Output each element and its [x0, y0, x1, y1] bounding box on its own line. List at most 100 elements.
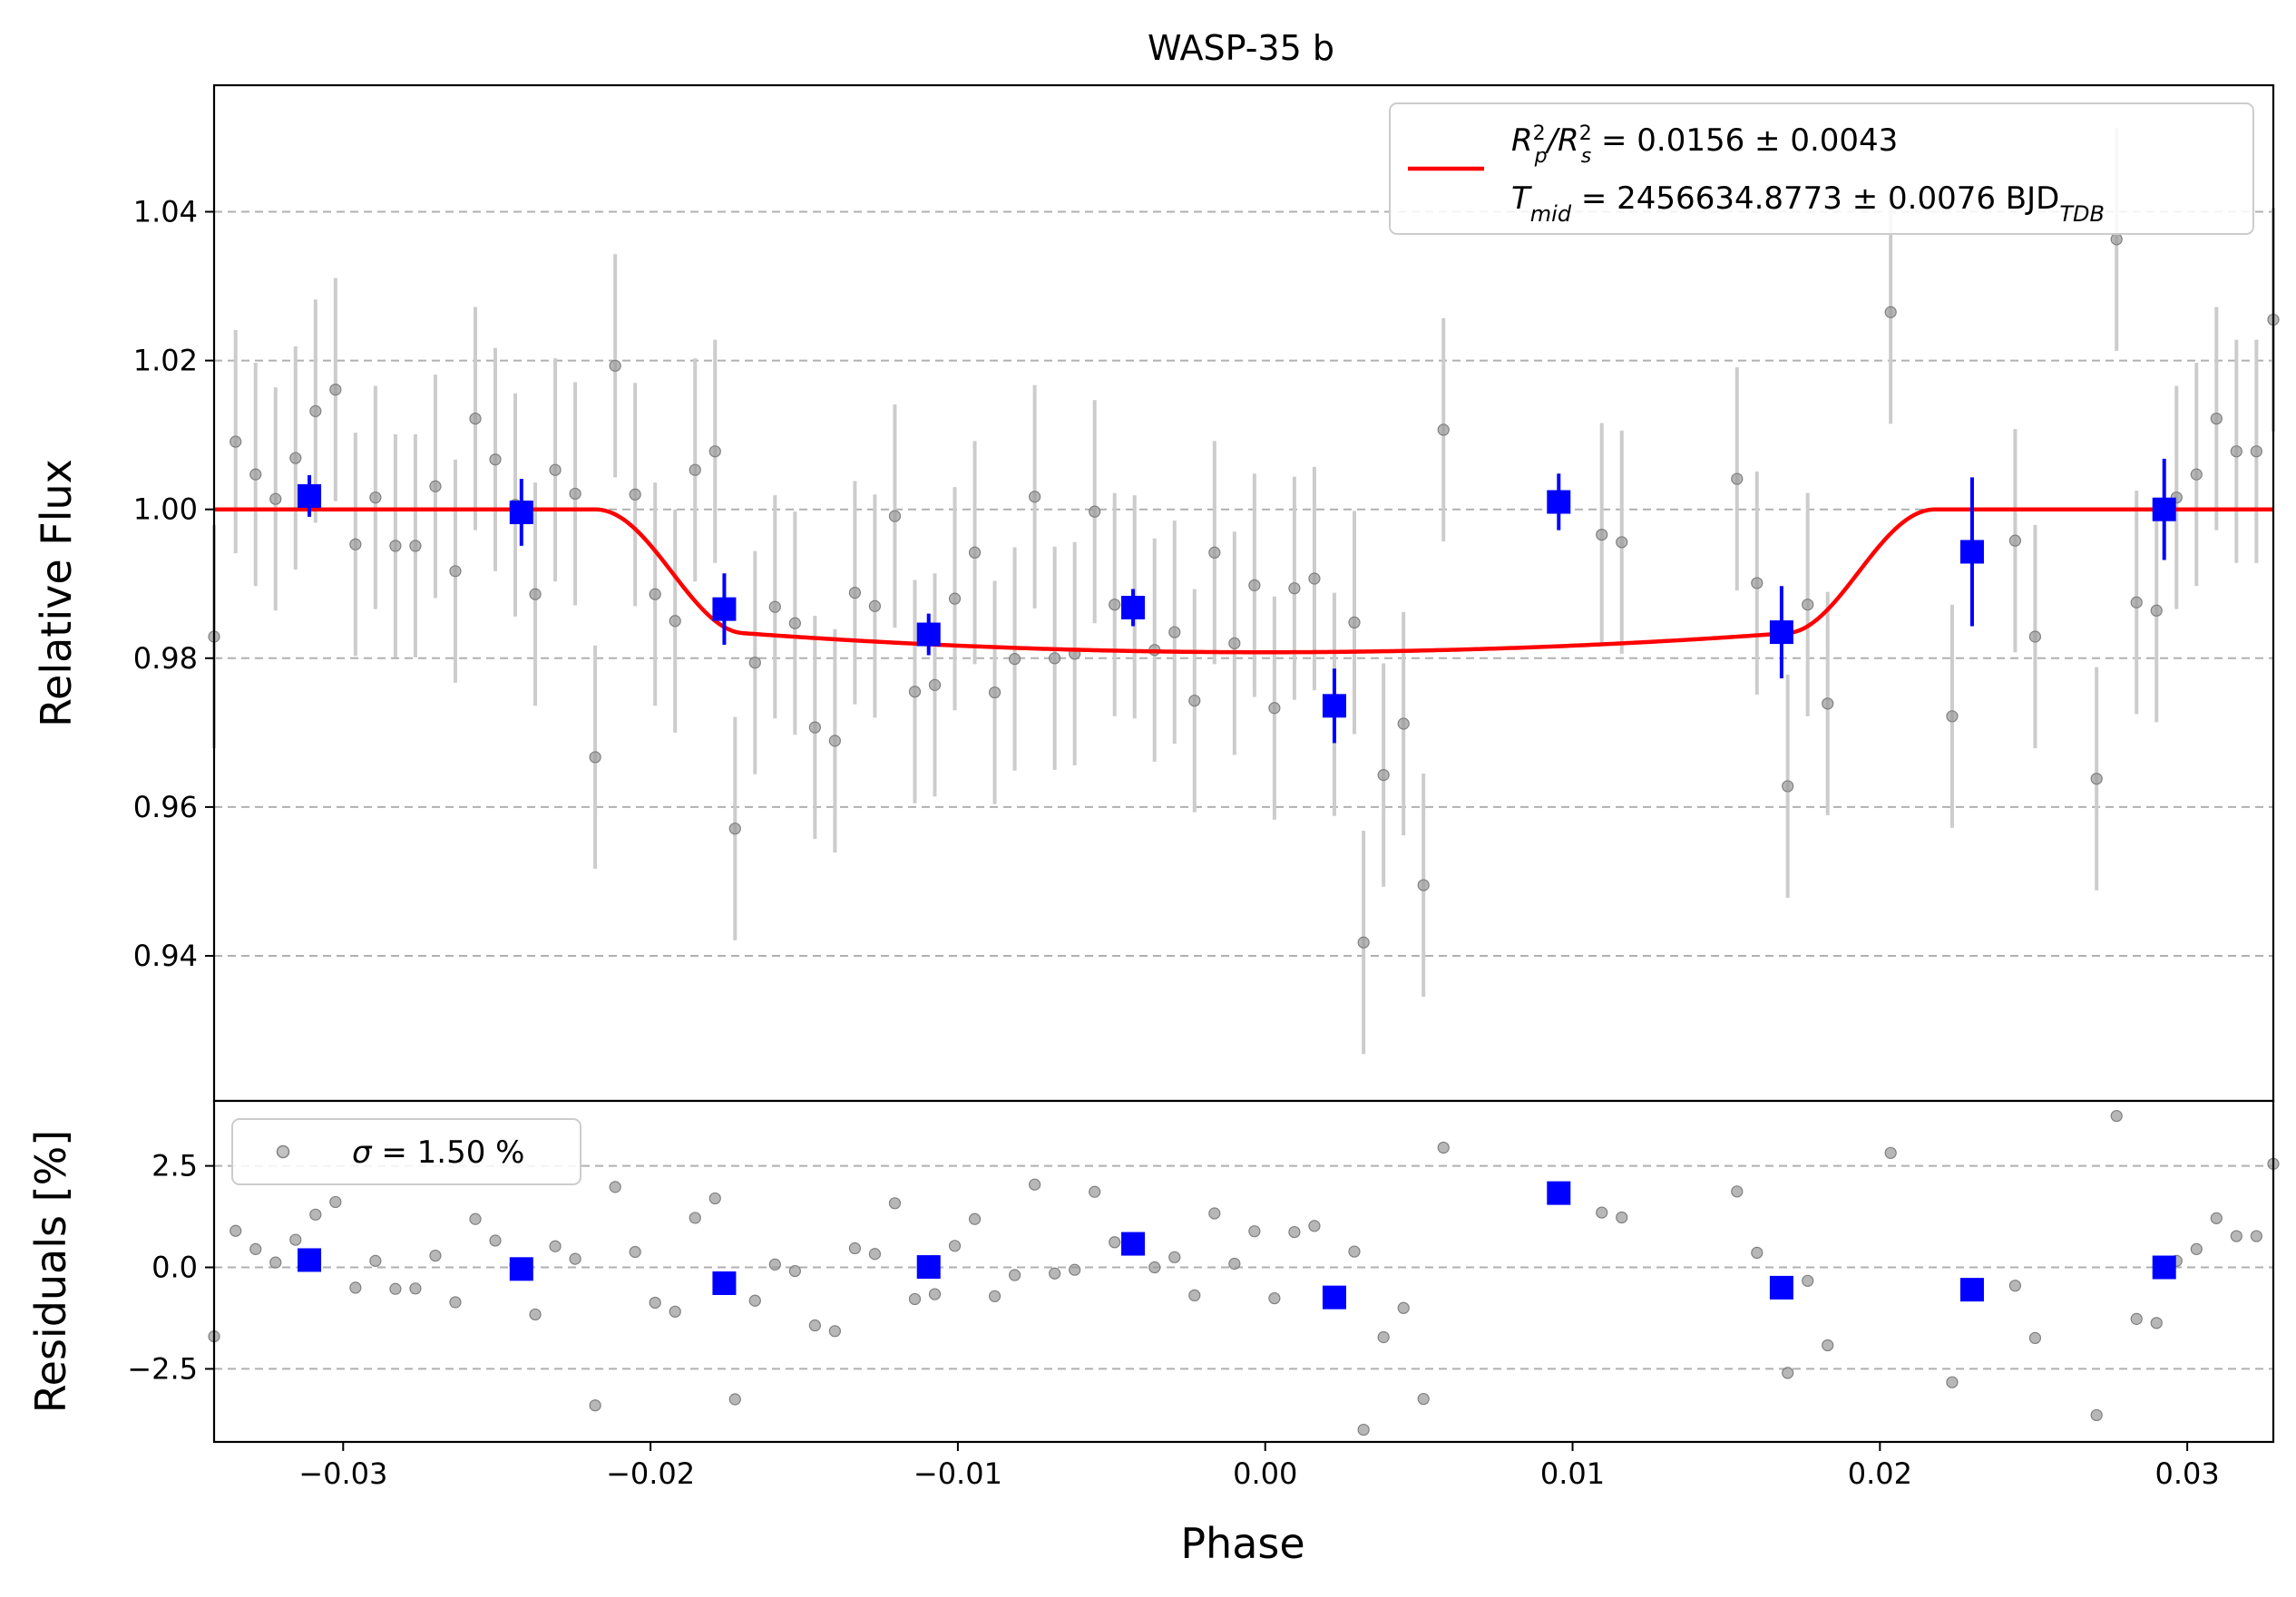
- binned-residual-point: [298, 1248, 322, 1272]
- x-tick-label: −0.03: [298, 1456, 387, 1491]
- raw-residual-point: [1946, 1376, 1959, 1388]
- raw-point: [1089, 505, 1101, 518]
- raw-point: [2250, 445, 2262, 458]
- raw-residual-point: [1397, 1301, 1410, 1314]
- legend-sigma-label: σ = 1.50 %: [352, 1134, 524, 1171]
- raw-residual-point: [1308, 1220, 1321, 1232]
- raw-residual-point: [1069, 1263, 1081, 1276]
- raw-point: [1417, 879, 1430, 891]
- raw-residual-point: [2210, 1212, 2223, 1224]
- raw-point: [409, 540, 422, 552]
- raw-point: [549, 463, 562, 476]
- raw-point: [2130, 596, 2143, 609]
- raw-residual-point: [569, 1252, 581, 1265]
- binned-residual-point: [1959, 1278, 1984, 1302]
- raw-residual-point: [669, 1305, 681, 1318]
- bottom-raw-residuals: [208, 1109, 2280, 1436]
- raw-point: [589, 751, 601, 764]
- binned-residual-point: [1547, 1181, 1571, 1205]
- bottom-y-tick-label: 2.5: [151, 1149, 198, 1183]
- raw-residual-point: [489, 1234, 502, 1247]
- raw-point: [1109, 599, 1121, 611]
- raw-residual-point: [1248, 1225, 1261, 1238]
- top-raw-points: [208, 127, 2280, 1055]
- raw-residual-point: [968, 1212, 982, 1225]
- raw-point: [2150, 604, 2163, 617]
- raw-point: [748, 657, 761, 669]
- raw-point: [1268, 702, 1281, 715]
- x-tick-label: −0.01: [914, 1456, 1002, 1491]
- bottom-y-tick-label: −2.5: [127, 1351, 198, 1386]
- raw-residual-point: [868, 1248, 882, 1261]
- legend-residual-marker: [276, 1144, 290, 1159]
- raw-point: [489, 453, 502, 466]
- raw-point: [1208, 546, 1221, 559]
- raw-residual-point: [1616, 1211, 1628, 1224]
- bottom-y-ticks: −2.5 0.0 2.5: [127, 1149, 214, 1386]
- raw-residual-point: [1008, 1269, 1021, 1281]
- binned-residual-point: [916, 1255, 941, 1280]
- raw-residual-point: [808, 1319, 821, 1332]
- x-axis-title: Phase: [1180, 1519, 1304, 1568]
- raw-point: [2090, 773, 2103, 785]
- legend-rp-rs-label: R2 p/R2 s = 0.0156 ± 0.0043: [1511, 122, 1898, 168]
- top-y-tick-label: 0.96: [133, 790, 198, 824]
- raw-point: [928, 678, 942, 691]
- raw-point: [1029, 491, 1041, 503]
- raw-residual-point: [748, 1294, 761, 1307]
- raw-residual-point: [529, 1308, 542, 1321]
- raw-residual-point: [289, 1233, 302, 1246]
- binned-point: [1121, 596, 1146, 619]
- raw-point: [728, 823, 741, 835]
- raw-point: [1822, 697, 1834, 710]
- raw-residual-point: [928, 1288, 942, 1300]
- binned-residual-point: [1322, 1285, 1346, 1310]
- binned-point: [712, 597, 737, 621]
- raw-point: [948, 592, 962, 605]
- raw-residual-point: [1029, 1178, 1041, 1191]
- raw-residual-point: [1228, 1257, 1241, 1271]
- top-binned-points: [298, 458, 2176, 744]
- raw-point: [2230, 445, 2242, 458]
- top-legend: R2 p/R2 s = 0.0156 ± 0.0043 Tmid = 2456634…: [1389, 102, 2254, 235]
- raw-point: [429, 480, 442, 492]
- raw-residual-point: [828, 1325, 841, 1338]
- raw-point: [289, 452, 302, 464]
- raw-residual-point: [1208, 1207, 1221, 1220]
- raw-residual-point: [2230, 1230, 2242, 1242]
- raw-residual-point: [689, 1212, 701, 1224]
- raw-point: [1288, 582, 1301, 595]
- raw-residual-point: [1417, 1392, 1430, 1406]
- raw-residual-point: [389, 1282, 402, 1295]
- raw-point: [569, 487, 581, 501]
- raw-point: [1884, 306, 1897, 318]
- x-ticks: −0.03 −0.02 −0.01 0.00 0.01 0.02 0.03: [298, 1442, 2220, 1491]
- top-y-tick-label: 0.98: [133, 641, 198, 676]
- top-plot-area: [214, 85, 2273, 1101]
- raw-residual-point: [1348, 1245, 1361, 1258]
- top-panel: 0.94 0.96 0.98 1.00 1.02 1.04 Relative Flux R…: [32, 83, 2280, 1103]
- raw-point: [1802, 599, 1814, 611]
- raw-residual-point: [2250, 1230, 2262, 1242]
- raw-residual-point: [369, 1254, 382, 1267]
- raw-point: [908, 686, 922, 698]
- raw-residual-point: [1168, 1251, 1181, 1263]
- raw-residual-point: [988, 1290, 1001, 1302]
- raw-point: [868, 599, 882, 612]
- raw-residual-point: [1802, 1274, 1814, 1287]
- chart-title: WASP-35 b: [1148, 28, 1334, 68]
- raw-point: [449, 565, 462, 578]
- raw-point: [2028, 630, 2042, 643]
- raw-residual-point: [1377, 1330, 1390, 1344]
- raw-residual-point: [629, 1245, 641, 1259]
- raw-residual-point: [1288, 1225, 1301, 1239]
- bottom-legend-box: [231, 1118, 581, 1185]
- bottom-panel: −2.5 0.0 2.5 −0.03 −0.02 −0.01 0.00 0.01 0.02 0.…: [26, 1099, 2280, 1568]
- binned-point: [1547, 490, 1571, 514]
- x-tick-label: 0.01: [1540, 1456, 1605, 1491]
- top-y-tick-label: 1.02: [133, 344, 198, 378]
- raw-point: [1348, 616, 1361, 629]
- raw-residual-point: [1731, 1185, 1744, 1198]
- raw-point: [2110, 233, 2123, 246]
